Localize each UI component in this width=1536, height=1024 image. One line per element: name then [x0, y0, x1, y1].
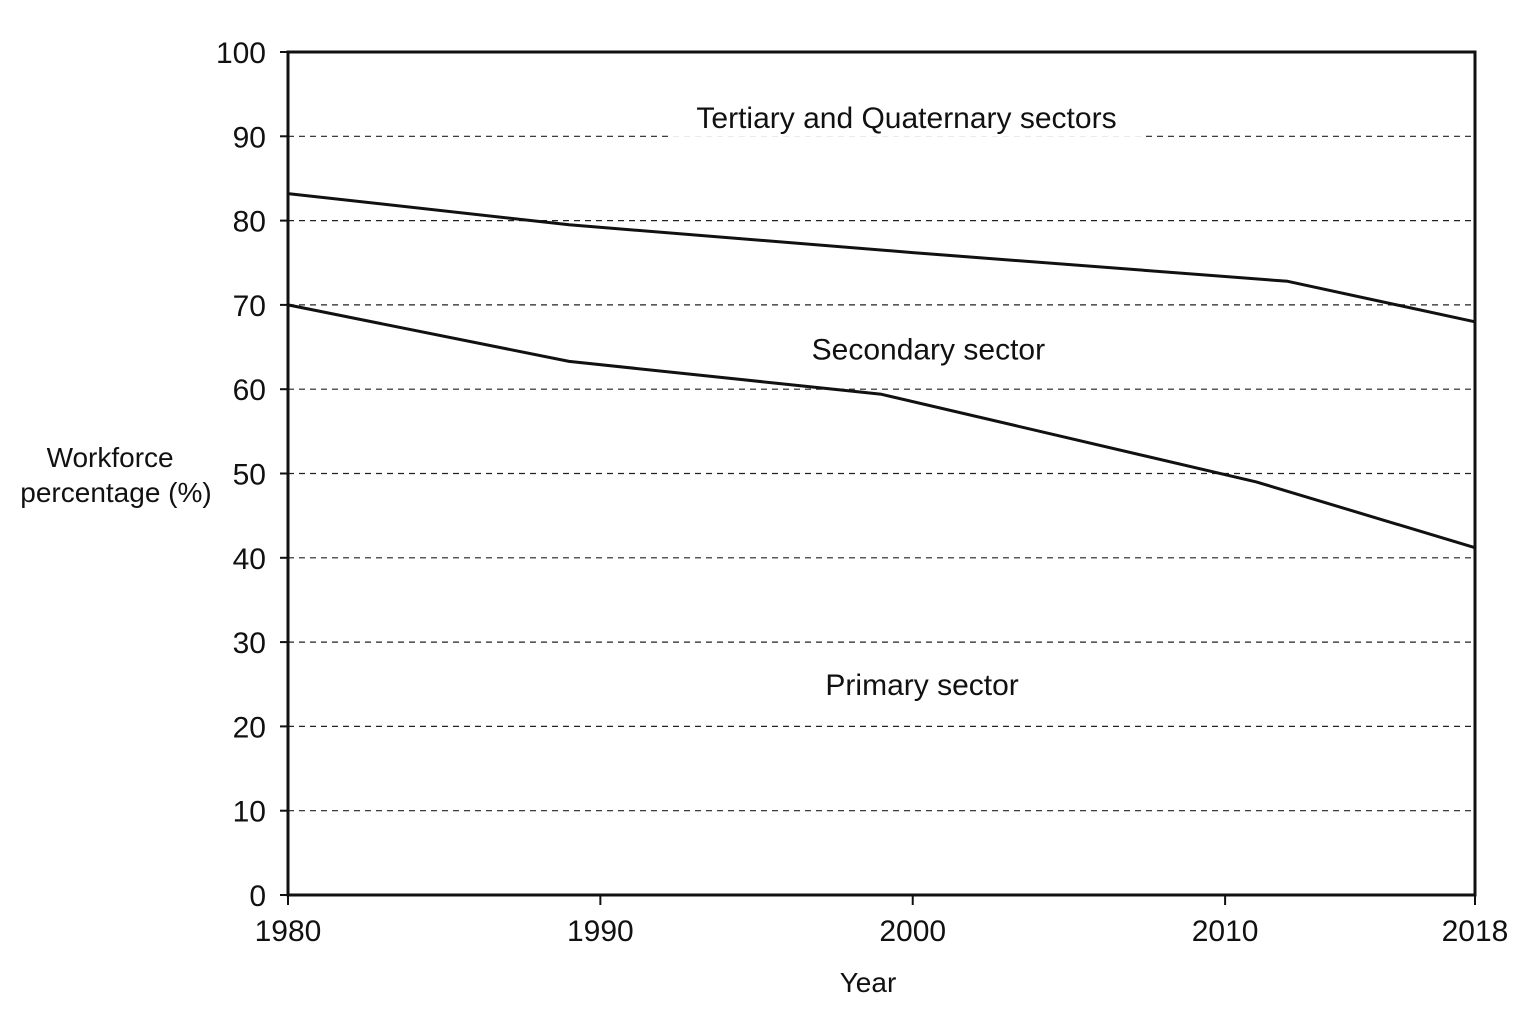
region-label-background: [670, 99, 1143, 137]
y-tick-label: 10: [233, 796, 266, 829]
y-tick-label: 80: [233, 206, 266, 239]
y-tick-label: 20: [233, 711, 266, 744]
y-tick-label: 30: [233, 627, 266, 660]
series-lines: [287, 192, 1476, 550]
y-tick-label: 70: [233, 290, 266, 323]
x-tick-label: 2018: [1442, 915, 1509, 948]
y-tick-label: 50: [233, 459, 266, 492]
x-axis-title: Year: [840, 967, 897, 998]
x-tick-label: 2000: [879, 915, 946, 948]
region-label-background: [799, 667, 1045, 705]
region-label: Secondary sector: [812, 334, 1045, 367]
x-axis-ticks: 1980 1990 2000 2010 2018: [255, 895, 1509, 948]
x-tick-label: 2010: [1192, 915, 1259, 948]
grid-lines: [288, 135, 1475, 812]
series-line: [287, 303, 1476, 550]
y-tick-label: 90: [233, 121, 266, 154]
series-line: [287, 192, 1476, 324]
region-label-background: [785, 331, 1072, 369]
y-tick-label: 40: [233, 543, 266, 576]
region-label: Tertiary and Quaternary sectors: [696, 102, 1116, 135]
x-tick-label: 1990: [567, 915, 634, 948]
x-tick-label: 1980: [255, 915, 322, 948]
y-axis-ticks: 0 10 20 30 40 50 60 70 80 90 100: [216, 37, 288, 913]
y-axis-title-line-1: Workforce: [47, 442, 174, 473]
y-axis-title: Workforce percentage (%): [20, 442, 211, 508]
y-tick-label: 0: [249, 880, 266, 913]
region-label: Primary sector: [825, 669, 1018, 702]
y-axis-title-line-2: percentage (%): [20, 477, 211, 508]
y-tick-label: 60: [233, 374, 266, 407]
region-labels: Tertiary and Quaternary sectors Secondary…: [670, 99, 1143, 705]
y-tick-label: 100: [216, 37, 266, 70]
